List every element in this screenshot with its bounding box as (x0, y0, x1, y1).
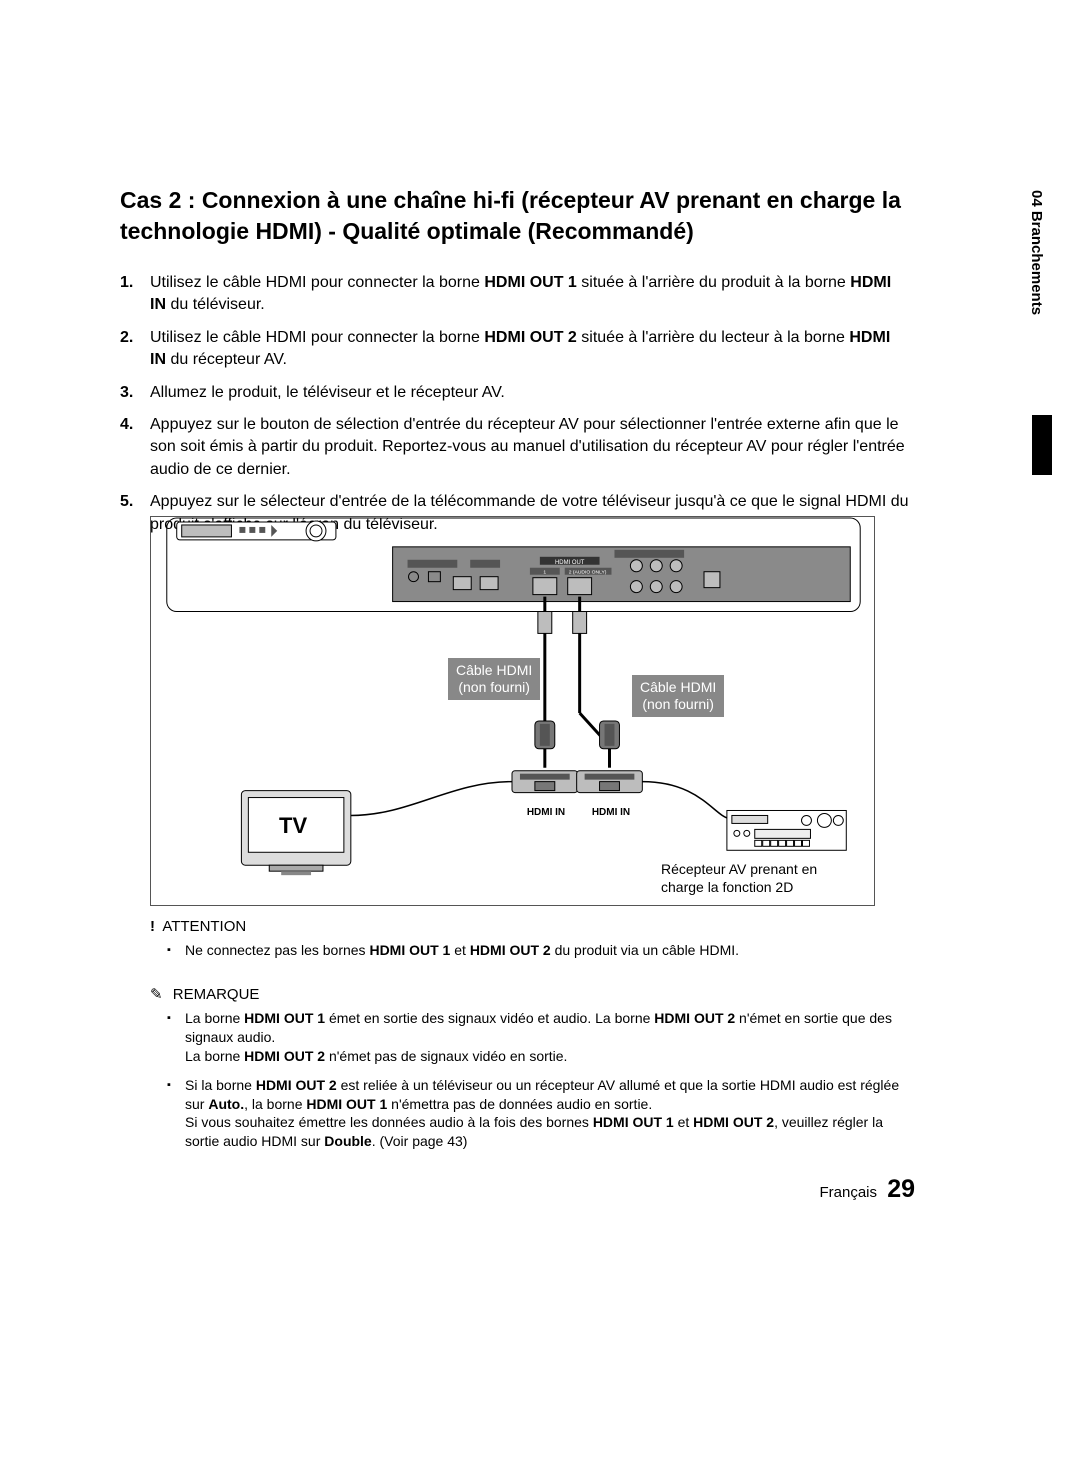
svg-text:1: 1 (543, 570, 546, 576)
page-title: Cas 2 : Connexion à une chaîne hi-fi (ré… (120, 185, 910, 247)
connection-diagram: HDMI OUT 1 2 (AUDIO ONLY) (150, 516, 875, 906)
page-marker (1032, 415, 1052, 475)
attention-heading: ! ATTENTION (150, 918, 890, 935)
footer-page-number: 29 (887, 1175, 915, 1203)
footer-lang: Français (819, 1184, 877, 1201)
remark-item: Si la borne HDMI OUT 2 est reliée à un t… (185, 1076, 910, 1152)
cable-hdmi-label-1: Câble HDMI(non fourni) (448, 658, 540, 700)
remark-item: La borne HDMI OUT 1 émet en sortie des s… (185, 1009, 910, 1066)
step-item: 3.Allumez le produit, le téléviseur et l… (150, 382, 910, 404)
tv-label: TV (279, 813, 307, 839)
receiver-caption: Récepteur AV prenant encharge la fonctio… (661, 860, 817, 896)
attention-heading-text: ATTENTION (162, 918, 246, 935)
remark-heading: ✎ REMARQUE (150, 985, 910, 1003)
svg-text:HDMI OUT: HDMI OUT (555, 560, 585, 566)
cable-hdmi-label-2: Câble HDMI(non fourni) (632, 675, 724, 717)
hdmi-in-label-tv: HDMI IN (516, 807, 576, 818)
remark-section: ✎ REMARQUE La borne HDMI OUT 1 émet en s… (150, 985, 910, 1161)
remark-heading-text: REMARQUE (173, 986, 260, 1003)
step-item: 2.Utilisez le câble HDMI pour connecter … (150, 327, 910, 372)
section-tab: 04 Branchements (1028, 190, 1045, 315)
attention-item: Ne connectez pas les bornes HDMI OUT 1 e… (185, 941, 890, 960)
svg-text:2 (AUDIO ONLY): 2 (AUDIO ONLY) (569, 570, 607, 576)
remark-list: La borne HDMI OUT 1 émet en sortie des s… (150, 1009, 910, 1151)
warning-icon: ! (150, 918, 155, 935)
page-footer: Français 29 (0, 1175, 1080, 1204)
steps-list: 1.Utilisez le câble HDMI pour connecter … (120, 272, 910, 536)
hdmi-in-label-receiver: HDMI IN (581, 807, 641, 818)
attention-section: ! ATTENTION Ne connectez pas les bornes … (150, 918, 890, 970)
attention-list: Ne connectez pas les bornes HDMI OUT 1 e… (150, 941, 890, 960)
step-item: 1.Utilisez le câble HDMI pour connecter … (150, 272, 910, 317)
step-item: 4.Appuyez sur le bouton de sélection d'e… (150, 414, 910, 481)
note-icon: ✎ (150, 986, 163, 1003)
